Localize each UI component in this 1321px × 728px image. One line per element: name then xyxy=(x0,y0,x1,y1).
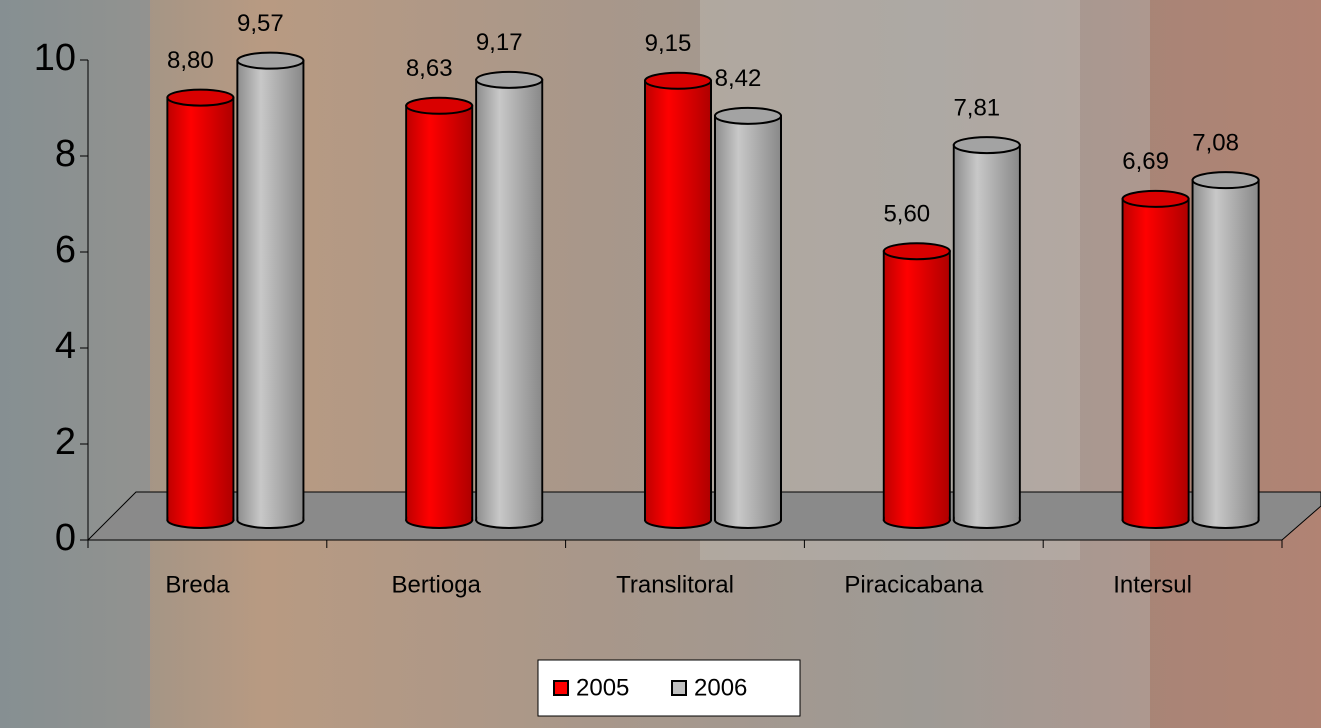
legend-swatch xyxy=(553,680,569,696)
value-label: 9,15 xyxy=(645,30,692,57)
x-tick-label: Piracicabana xyxy=(844,571,983,598)
cylinder xyxy=(405,96,474,529)
value-label: 9,17 xyxy=(476,29,523,56)
bar-cap xyxy=(952,136,1021,155)
bar-cover xyxy=(1123,198,1188,520)
value-label: 7,08 xyxy=(1192,130,1239,157)
legend: 2005 2006 xyxy=(537,659,801,717)
bar-cover xyxy=(954,145,1019,520)
bar-cover xyxy=(646,80,710,521)
bar-cap xyxy=(1191,171,1260,190)
value-label: 7,81 xyxy=(953,94,1000,121)
cylinder xyxy=(166,88,235,529)
bar-cover xyxy=(1193,180,1258,520)
bar-cover xyxy=(168,97,233,520)
legend-swatch xyxy=(671,680,687,696)
y-tick-label: 8 xyxy=(55,133,76,175)
bar-cap xyxy=(644,71,712,90)
y-tick-label: 10 xyxy=(34,37,76,79)
legend-label: 2006 xyxy=(694,674,747,701)
cylinder xyxy=(236,51,305,529)
value-label: 6,69 xyxy=(1122,148,1169,175)
value-label: 8,63 xyxy=(406,55,453,82)
bar-cap xyxy=(714,106,782,125)
x-tick-label: Intersul xyxy=(1113,571,1192,598)
bar-cap xyxy=(475,70,544,89)
legend-box xyxy=(537,659,801,717)
cylinder xyxy=(1121,189,1190,529)
y-tick-label: 6 xyxy=(55,229,76,271)
value-label: 5,60 xyxy=(883,201,930,228)
value-label: 8,42 xyxy=(715,65,762,92)
bar-cover xyxy=(884,251,949,520)
value-label: 8,80 xyxy=(167,47,214,74)
bar-cap xyxy=(405,96,474,115)
bar-cover xyxy=(407,105,472,520)
cylinder xyxy=(475,70,544,529)
legend-label: 2005 xyxy=(576,674,629,701)
cylinder xyxy=(1191,171,1260,529)
bar-cover xyxy=(716,115,780,520)
bar-cap xyxy=(236,51,305,70)
cylinder xyxy=(644,71,712,529)
bar-cover xyxy=(477,79,542,520)
x-tick-label: Bertioga xyxy=(392,571,482,598)
value-label: 9,57 xyxy=(237,10,284,37)
bar-cap xyxy=(166,88,235,107)
x-tick-label: Breda xyxy=(165,571,230,598)
background-photo xyxy=(0,0,150,728)
bar-cap xyxy=(1121,189,1190,208)
y-tick-label: 4 xyxy=(55,325,76,367)
y-tick-label: 2 xyxy=(55,421,76,463)
x-tick-label: Translitoral xyxy=(616,571,734,598)
cylinder xyxy=(882,242,951,529)
cylinder xyxy=(714,106,782,529)
bar-cover xyxy=(238,60,303,520)
bar-cap xyxy=(882,242,951,261)
y-tick-label: 0 xyxy=(55,517,76,559)
cylinder xyxy=(952,136,1021,529)
